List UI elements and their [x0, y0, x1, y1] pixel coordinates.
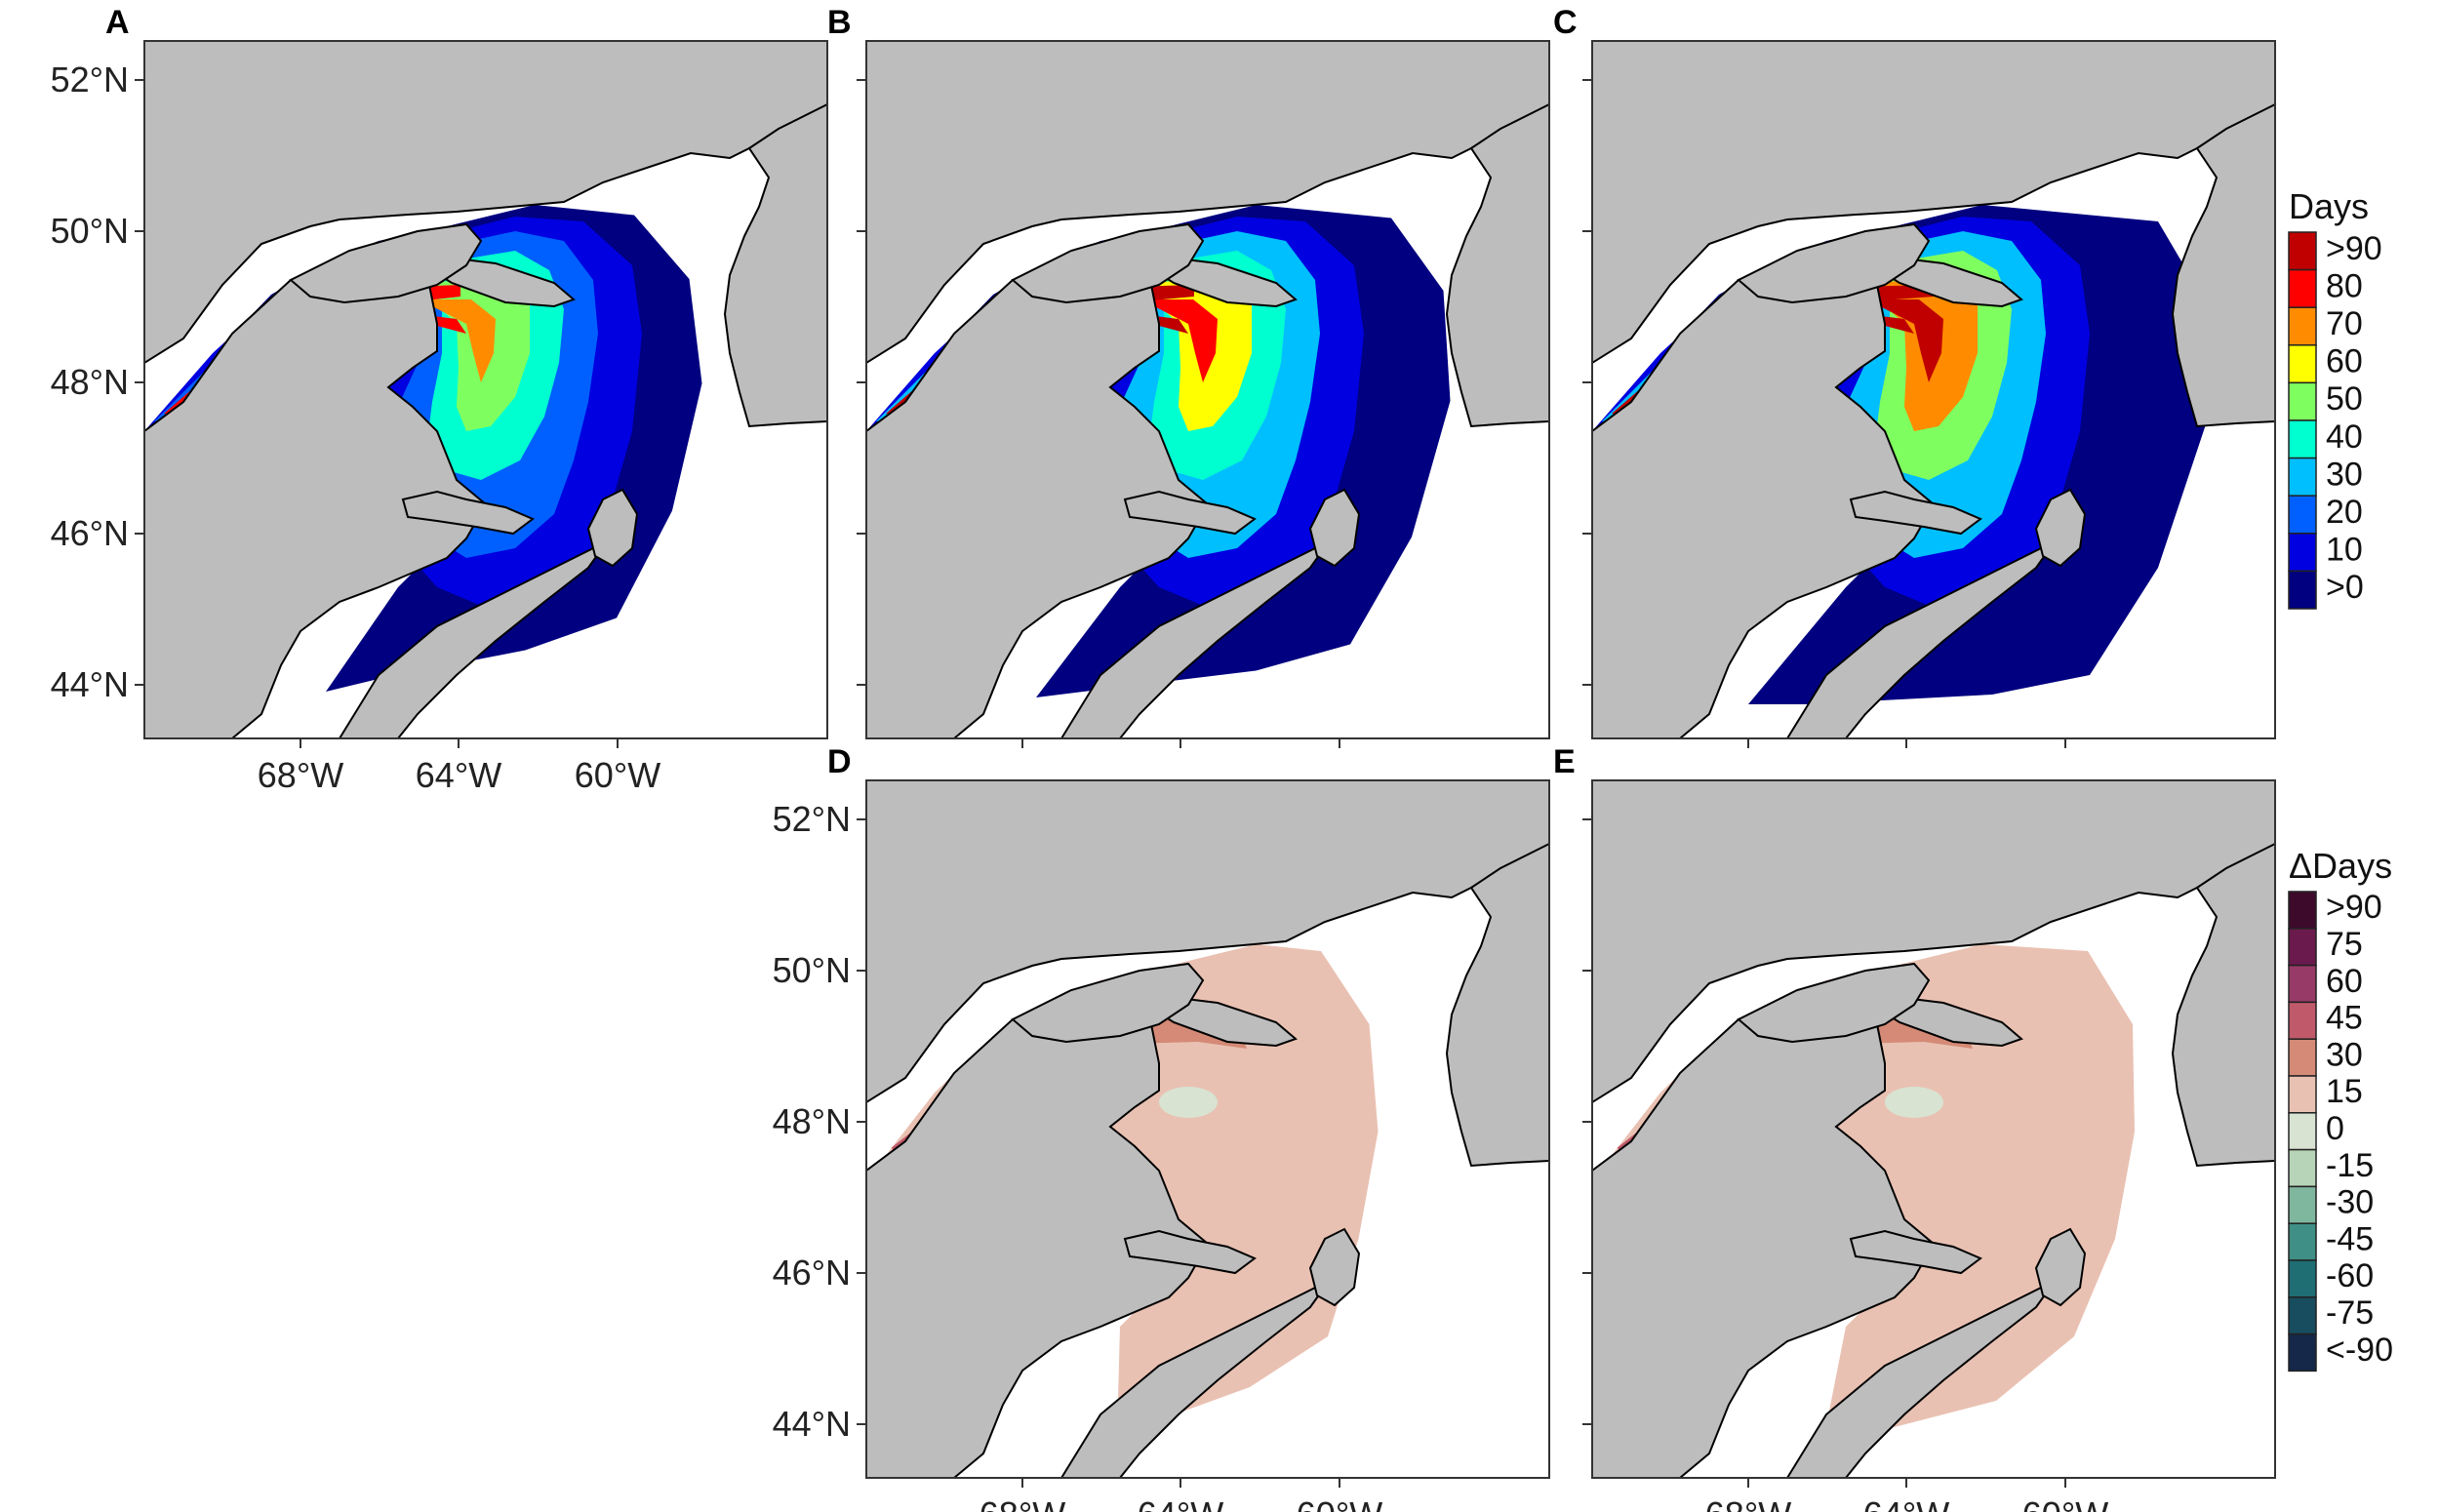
lon-tick-label: 60°W: [1297, 1494, 1382, 1512]
lat-tick-label: 52°N: [773, 799, 851, 839]
legend-label: -60: [2326, 1257, 2374, 1294]
map-panel-b: B: [827, 4, 1550, 748]
map-panel-d: 52°N 50°N 48°N 46°N 44°N 68°W 64°W 60°W D: [773, 743, 1550, 1512]
land: [1592, 41, 2275, 738]
lon-tick-label: 64°W: [1863, 1494, 1949, 1512]
legend-swatch: [2288, 928, 2317, 967]
legend-swatch: [2288, 1296, 2317, 1335]
lat-tick-label: 52°N: [51, 60, 129, 99]
lon-tick-label: 64°W: [1138, 1494, 1223, 1512]
legend-label: >90: [2326, 230, 2382, 267]
legend-label: 40: [2326, 418, 2363, 456]
legend-swatch: [2288, 1259, 2317, 1298]
legend-label: 75: [2326, 926, 2363, 963]
legend-label: 10: [2326, 532, 2363, 569]
lon-tick-label: 60°W: [2022, 1494, 2108, 1512]
legend-label: 60: [2326, 343, 2363, 380]
panel-frame: [865, 779, 1550, 1479]
legend-title: ΔDays: [2289, 846, 2392, 886]
legend-label: -75: [2326, 1294, 2374, 1332]
legend-swatch: [2288, 419, 2317, 459]
legend-label: 30: [2326, 456, 2363, 493]
lon-tick-label: 68°W: [258, 755, 343, 795]
panel-letter: B: [827, 4, 852, 41]
legend-label: 30: [2326, 1036, 2363, 1073]
lat-tick-label: 46°N: [773, 1253, 851, 1293]
legend-swatch: [2288, 306, 2317, 346]
legend-swatch: [2288, 1148, 2317, 1188]
legend-label: >90: [2326, 889, 2382, 926]
legend-swatch: [2288, 268, 2317, 308]
legend-swatch: [2288, 381, 2317, 421]
legend-label: -30: [2326, 1184, 2374, 1221]
legend-label: -15: [2326, 1147, 2374, 1184]
panel-frame: [1591, 40, 2276, 739]
land: [144, 41, 827, 738]
lat-tick-label: 50°N: [51, 211, 129, 251]
legend-label: 15: [2326, 1073, 2363, 1110]
legend-swatch: [2288, 891, 2317, 930]
legend-swatch: [2288, 533, 2317, 573]
legend-swatch: [2288, 1222, 2317, 1261]
legend-label: >0: [2326, 569, 2364, 606]
legend-swatch: [2288, 1075, 2317, 1114]
panel-frame: [865, 40, 1550, 739]
lat-tick-label: 44°N: [51, 664, 129, 704]
map-panel-a: 52°N 50°N 48°N 46°N 44°N 68°W 64°W 60°W A: [51, 4, 828, 795]
map-panel-c: C: [1553, 4, 2276, 748]
legend-label: 20: [2326, 494, 2363, 531]
lat-tick-label: 44°N: [773, 1404, 851, 1444]
lat-tick-label: 48°N: [773, 1101, 851, 1141]
panel-letter: C: [1553, 4, 1578, 41]
map-panel-e: 68°W 64°W 60°W E: [1553, 743, 2276, 1512]
legend-swatch: [2288, 1112, 2317, 1151]
legend-label: -45: [2326, 1220, 2374, 1257]
legend-label: 60: [2326, 963, 2363, 1000]
legend-swatch: [2288, 457, 2317, 497]
lon-tick-label: 68°W: [980, 1494, 1065, 1512]
delta-band-0: [1159, 1087, 1218, 1118]
lat-tick-label: 50°N: [773, 950, 851, 990]
panel-letter: E: [1553, 743, 1576, 780]
land: [1592, 780, 2275, 1478]
panel-letter: D: [827, 743, 852, 780]
lat-tick-label: 48°N: [51, 362, 129, 402]
legend-title: Days: [2289, 186, 2369, 226]
delta-band-0: [1885, 1087, 1943, 1118]
legend-swatch: [2288, 570, 2317, 610]
lat-tick-label: 46°N: [51, 513, 129, 553]
legend-label: 50: [2326, 380, 2363, 418]
legend-swatch: [2288, 964, 2317, 1004]
land: [866, 41, 1549, 738]
panel-frame: [143, 40, 828, 739]
lon-tick-label: 68°W: [1705, 1494, 1791, 1512]
legend-label: 80: [2326, 267, 2363, 304]
legend-label: 0: [2326, 1110, 2344, 1147]
legend-swatch: [2288, 1185, 2317, 1224]
legend-swatch: [2288, 1333, 2317, 1373]
legend-swatch: [2288, 231, 2317, 271]
legend-swatch: [2288, 1001, 2317, 1040]
panel-frame: [1591, 779, 2276, 1479]
land: [866, 780, 1549, 1478]
lon-tick-label: 60°W: [575, 755, 660, 795]
legend-swatch: [2288, 344, 2317, 384]
legend-swatch: [2288, 1038, 2317, 1077]
legend-label: <-90: [2326, 1332, 2393, 1369]
lon-tick-label: 64°W: [416, 755, 501, 795]
legend-swatch: [2288, 495, 2317, 535]
panel-letter: A: [105, 4, 130, 41]
legend-label: 45: [2326, 1000, 2363, 1037]
legend-label: 70: [2326, 305, 2363, 342]
